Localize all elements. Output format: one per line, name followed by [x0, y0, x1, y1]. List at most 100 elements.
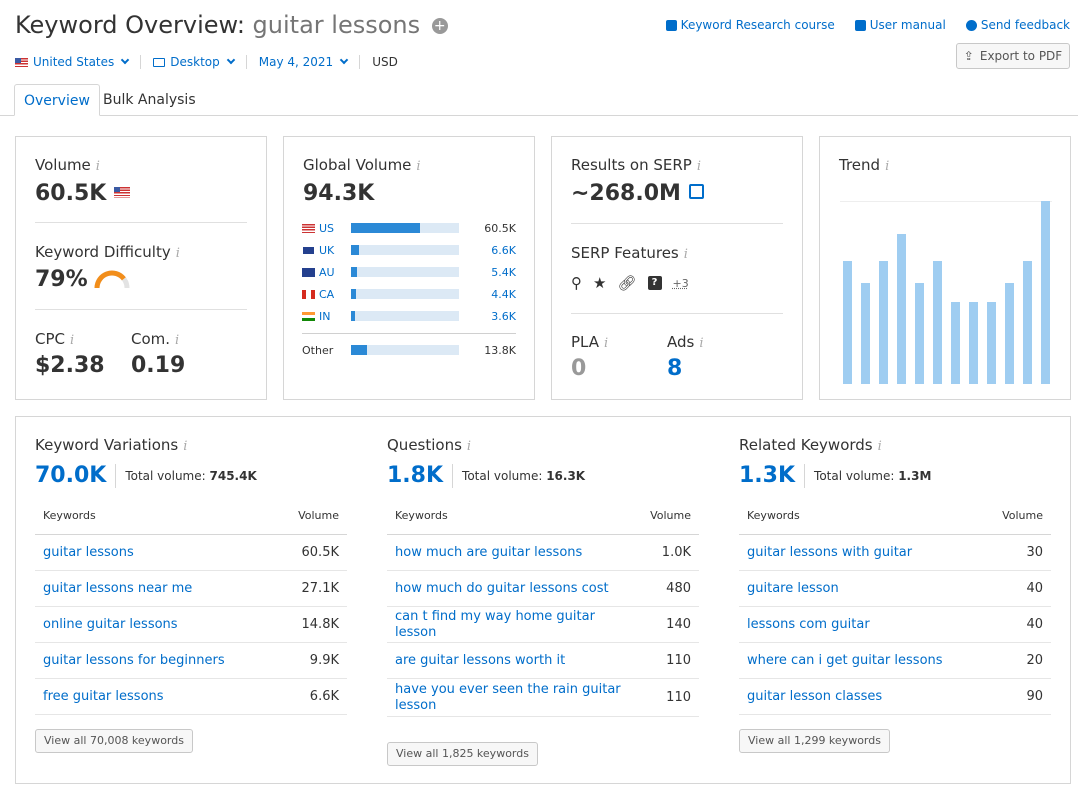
trend-bar[interactable]: [951, 302, 960, 384]
trend-bar[interactable]: [897, 234, 906, 384]
serp-features-more[interactable]: +3: [672, 276, 689, 290]
volume-value[interactable]: 60.5K: [484, 221, 516, 235]
country-label[interactable]: CA: [319, 287, 335, 301]
keyword-link[interactable]: guitar lessons near me: [43, 580, 193, 596]
volume-title: Volume i: [35, 156, 100, 174]
keyword-link[interactable]: guitare lesson: [747, 580, 839, 596]
keyword-link[interactable]: guitar lessons with guitar: [747, 544, 913, 560]
volume-value[interactable]: 6.6K: [491, 243, 516, 257]
volume-value: 14.8K: [301, 617, 339, 632]
view-all-questions-button[interactable]: View all 1,825 keywords: [387, 742, 538, 766]
country-label[interactable]: UK: [319, 243, 335, 257]
page-title-prefix: Keyword Overview:: [15, 11, 245, 39]
export-pdf-button[interactable]: ⇪ Export to PDF: [956, 43, 1070, 69]
view-all-variations-button[interactable]: View all 70,008 keywords: [35, 729, 193, 753]
kd-gauge: [94, 270, 130, 289]
tab-overview[interactable]: Overview: [14, 84, 100, 116]
volume-value[interactable]: 3.6K: [491, 309, 516, 323]
keyword-link[interactable]: can t find my way home guitar lesson: [395, 608, 595, 640]
trend-bar[interactable]: [915, 283, 924, 384]
volume-bar: [351, 267, 459, 277]
ads-value[interactable]: 8: [667, 356, 683, 381]
country-label[interactable]: AU: [319, 265, 335, 279]
volume-value: 30: [1026, 545, 1043, 560]
device-selector[interactable]: Desktop: [153, 55, 247, 69]
info-icon[interactable]: i: [95, 159, 100, 174]
info-icon[interactable]: i: [175, 246, 180, 261]
send-feedback-link[interactable]: Send feedback: [965, 18, 1070, 32]
volume-bar: [351, 289, 459, 299]
info-icon[interactable]: i: [699, 336, 704, 351]
trend-bar[interactable]: [1023, 261, 1032, 384]
total-volume: Total volume: 16.3K: [462, 469, 586, 483]
link-icon: 🔗︎: [617, 274, 637, 292]
trend-bar[interactable]: [1041, 201, 1050, 384]
keyword-link[interactable]: lessons com guitar: [747, 616, 870, 632]
keyword-link[interactable]: how much do guitar lessons cost: [395, 580, 609, 596]
keyword-variations-title: Keyword Variations i: [35, 436, 188, 454]
volume-value[interactable]: 5.4K: [491, 265, 516, 279]
info-icon[interactable]: i: [175, 333, 180, 348]
trend-title: Trend i: [839, 156, 890, 174]
info-icon[interactable]: i: [416, 159, 421, 174]
keyword-link[interactable]: guitar lesson classes: [747, 688, 883, 704]
serp-features-title: SERP Features i: [571, 244, 688, 262]
trend-bar[interactable]: [969, 302, 978, 384]
related-keywords-count[interactable]: 1.3K: [739, 464, 806, 488]
volume-bar-fill: [351, 311, 355, 321]
com-title: Com. i: [131, 330, 180, 348]
country-label[interactable]: IN: [319, 309, 331, 323]
info-icon[interactable]: i: [604, 336, 609, 351]
add-keyword-icon[interactable]: +: [431, 18, 448, 34]
table-row: guitare lesson 40: [739, 571, 1051, 607]
chat-bubble-icon: [965, 19, 977, 31]
questions-count[interactable]: 1.8K: [387, 464, 454, 488]
us-flag-icon: [302, 223, 315, 233]
trend-bar[interactable]: [933, 261, 942, 384]
keyword-link[interactable]: guitar lessons: [43, 544, 134, 560]
trend-bar[interactable]: [987, 302, 996, 384]
info-icon[interactable]: i: [696, 159, 702, 174]
table-row: guitar lessons with guitar 30: [739, 535, 1051, 571]
keyword-link[interactable]: free guitar lessons: [43, 688, 164, 704]
volume-value: 40: [1026, 617, 1043, 632]
country-label[interactable]: US: [319, 221, 335, 235]
info-icon[interactable]: i: [183, 439, 188, 454]
trend-bar[interactable]: [879, 261, 888, 384]
serp-snapshot-icon[interactable]: [688, 184, 704, 199]
header-links: Keyword Research course User manual Send…: [665, 18, 1070, 32]
table-row: free guitar lessons 6.6K: [35, 679, 347, 715]
volume-value[interactable]: 4.4K: [491, 287, 516, 301]
user-manual-link[interactable]: User manual: [854, 18, 946, 32]
info-icon[interactable]: i: [683, 247, 688, 262]
date-selector[interactable]: May 4, 2021: [259, 55, 361, 69]
info-icon[interactable]: i: [885, 159, 890, 174]
table-row: guitar lesson classes 90: [739, 679, 1051, 715]
trend-chart: [840, 201, 1052, 384]
volume-bar-fill: [351, 289, 356, 299]
keyword-link[interactable]: how much are guitar lessons: [395, 544, 583, 560]
volume-bar-fill: [351, 223, 420, 233]
trend-bar[interactable]: [1005, 283, 1014, 384]
keyword-link[interactable]: have you ever seen the rain guitar lesso…: [395, 681, 621, 713]
page-title-keyword: guitar lessons: [252, 11, 421, 39]
keyword-research-course-link[interactable]: Keyword Research course: [665, 18, 835, 32]
upload-icon: ⇪: [963, 49, 974, 63]
global-volume-row-us: US 60.5K: [302, 221, 516, 235]
keyword-link[interactable]: online guitar lessons: [43, 616, 178, 632]
keyword-link[interactable]: are guitar lessons worth it: [395, 652, 566, 668]
country-selector[interactable]: United States: [15, 55, 142, 69]
trend-bar[interactable]: [861, 283, 870, 384]
us-flag-icon: [114, 187, 130, 198]
view-all-related-button[interactable]: View all 1,299 keywords: [739, 729, 890, 753]
info-icon[interactable]: i: [70, 333, 75, 348]
info-icon[interactable]: i: [877, 439, 882, 454]
info-icon[interactable]: i: [466, 439, 472, 454]
keyword-link[interactable]: where can i get guitar lessons: [747, 652, 943, 668]
keyword-variations-count[interactable]: 70.0K: [35, 464, 117, 488]
trend-bar[interactable]: [843, 261, 852, 384]
tab-bulk-analysis[interactable]: Bulk Analysis: [103, 92, 196, 108]
volume-value: 140: [666, 617, 691, 632]
table-row: where can i get guitar lessons 20: [739, 643, 1051, 679]
keyword-link[interactable]: guitar lessons for beginners: [43, 652, 225, 668]
